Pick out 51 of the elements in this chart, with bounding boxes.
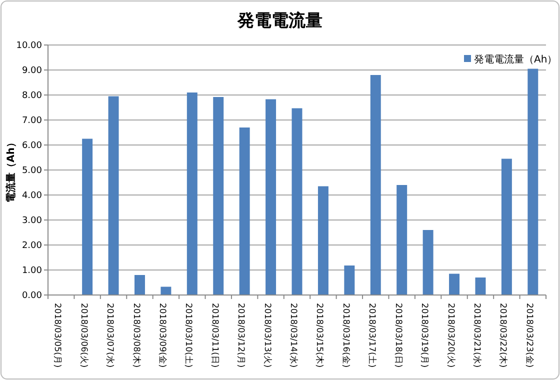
x-tick-label: 2018/03/15(木) xyxy=(314,303,326,368)
x-tick-label: 2018/03/08(木) xyxy=(130,303,142,368)
y-tick-label: 2.00 xyxy=(22,241,42,252)
x-tick-label: 2018/03/18(日) xyxy=(392,303,403,368)
bar xyxy=(213,97,224,295)
bar xyxy=(318,186,328,295)
y-tick-label: 7.00 xyxy=(22,116,42,126)
x-tick-label: 2018/03/16(金) xyxy=(340,303,352,368)
y-tick-label: 0.00 xyxy=(22,291,42,302)
x-tick-label: 2018/03/12(月) xyxy=(236,303,246,368)
x-tick-label: 2018/03/07(水) xyxy=(104,303,116,368)
x-tick-label: 2018/03/05(月) xyxy=(52,303,62,368)
bar xyxy=(292,108,302,295)
x-tick-label: 2018/03/23(金) xyxy=(524,303,535,368)
x-tick-label: 2018/03/21(水) xyxy=(472,303,482,368)
bar xyxy=(160,286,172,295)
y-tick-label: 5.00 xyxy=(22,166,42,176)
bar xyxy=(344,266,355,295)
y-tick-label: 4.00 xyxy=(22,191,42,202)
bar xyxy=(422,230,434,295)
bar xyxy=(266,99,276,295)
x-tick-label: 2018/03/09(金) xyxy=(156,303,168,368)
y-axis-title: 電流量（Ah） xyxy=(5,138,17,202)
bar xyxy=(108,96,119,295)
x-tick-label: 2018/03/11(日) xyxy=(209,303,220,368)
y-tick-label: 8.00 xyxy=(22,91,42,102)
bar xyxy=(475,278,486,295)
x-tick-label: 2018/03/13(火) xyxy=(262,303,273,368)
x-tick-label: 2018/03/10(土) xyxy=(183,303,194,368)
bar xyxy=(370,75,381,295)
y-tick-label: 6.00 xyxy=(22,141,42,152)
x-tick-label: 2018/03/17(土) xyxy=(366,303,378,368)
bar xyxy=(82,138,93,295)
legend-label: 発電電流量（Ah） xyxy=(474,54,558,66)
y-tick-label: 9.00 xyxy=(22,66,42,76)
bar xyxy=(396,185,408,295)
x-tick-label: 2018/03/06(火) xyxy=(78,303,90,368)
y-tick-label: 1.00 xyxy=(22,266,42,276)
x-tick-label: 2018/03/19(月) xyxy=(419,303,430,368)
bar xyxy=(186,92,198,295)
x-tick-label: 2018/03/20(火) xyxy=(445,303,456,368)
bar xyxy=(134,275,145,295)
bar xyxy=(449,274,460,295)
x-tick-label: 2018/03/22(木) xyxy=(498,303,509,368)
chart-title: 発電電流量 xyxy=(236,11,322,31)
x-tick-label: 2018/03/14(水) xyxy=(288,303,300,368)
y-tick-label: 10.00 xyxy=(16,41,42,52)
bar xyxy=(501,158,512,295)
y-tick-label: 3.00 xyxy=(22,216,42,226)
bar xyxy=(239,128,250,295)
bar xyxy=(528,68,538,295)
